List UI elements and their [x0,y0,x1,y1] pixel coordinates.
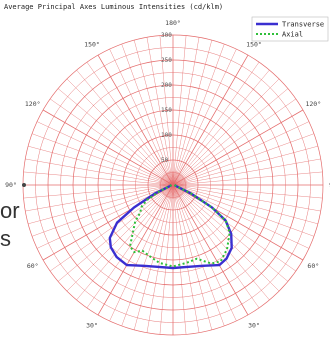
radial-tick-label: 200 [161,82,172,89]
grid-spoke [23,184,174,199]
grid-spoke [172,184,280,292]
grid-spoke [57,88,174,186]
grid-spoke [76,69,174,186]
grid-spoke [66,184,174,292]
grid-spoke [172,184,213,330]
series-line-transverse [108,183,233,270]
angle-label: 60° [307,262,319,270]
radial-tick-label: 300 [161,32,172,39]
grid-spoke [28,184,174,225]
radial-tick-label: 50 [161,157,169,164]
grid-spoke [25,184,174,212]
grid-spoke [121,184,174,327]
grid-spoke [172,184,318,225]
grid-spoke [172,158,321,186]
grid-spoke [28,145,174,186]
grid-spoke [109,48,174,186]
angle-label: 30° [86,321,98,329]
grid-spoke [31,184,174,237]
legend-label-axial: Axial [282,31,303,39]
grid-spoke [172,88,289,186]
grid-spoke [172,184,321,212]
grid-spoke [172,78,280,186]
grid-spoke [172,145,318,186]
angle-label: 60° [27,262,39,270]
series-line-axial [129,184,231,268]
background-text-line-1: or [0,198,20,223]
grid-spoke [172,184,200,333]
grid-spoke [172,48,237,186]
radial-tick-label: 100 [161,132,172,139]
grid-spoke [172,184,315,237]
chart-title: Average Principal Axes Luminous Intensit… [4,3,223,11]
grid-spoke [172,184,249,316]
grid-spoke [172,184,323,199]
angle-label: 150° [84,41,100,49]
grid-spoke [133,184,174,330]
grid-spoke [172,62,260,186]
grid-spoke [172,43,225,186]
angle-label: 150° [246,41,262,49]
grid-spoke [146,37,174,186]
grid-spoke [172,171,323,186]
legend-label-transverse: Transverse [282,21,324,29]
grid-spoke [25,158,174,186]
grid-spoke [109,184,174,322]
grid-spoke [159,184,174,335]
grid-spoke [86,62,174,186]
grid-spoke [172,37,200,186]
grid-spoke [172,121,310,186]
grid-spoke [172,184,225,327]
angle-label: 30° [248,321,260,329]
grid-spoke [159,35,174,186]
grid-spoke [172,184,260,308]
background-bullet [22,183,26,187]
angle-label: 120° [25,100,41,108]
grid-spoke [97,54,174,186]
grid-spoke [172,184,304,261]
grid-spoke [50,184,174,272]
radial-tick-label: 150 [161,107,172,114]
grid-spoke [172,69,270,186]
legend: Transverse Axial [251,16,329,42]
angle-label: 120° [305,100,321,108]
series-curves [108,183,233,270]
grid-spoke [31,133,174,186]
grid-spoke [172,35,187,186]
grid-spoke [36,121,174,186]
grid-spoke [172,109,304,186]
grid-spoke [172,184,270,301]
grid-spoke [121,43,174,186]
grid-core [159,171,187,199]
grid-spoke [172,184,187,335]
grid-spoke [86,184,174,308]
polar-grid [22,34,324,336]
grid-spoke [172,98,296,186]
angle-label: 180° [165,19,181,27]
angle-labels: 180°150°150°120°120°90°90°60°60°30°30° [5,19,330,329]
grid-spoke [172,184,237,322]
angle-label: 90° [5,181,17,189]
grid-spoke [57,184,174,282]
grid-spoke [23,171,174,186]
radial-tick-labels: 50 100 150 200 250 300 [161,32,172,164]
grid-spoke [97,184,174,316]
grid-spoke [50,98,174,186]
grid-spoke [172,184,296,272]
grid-spoke [172,133,315,186]
grid-spoke [76,184,174,301]
grid-spoke [66,78,174,186]
grid-spoke [172,40,213,186]
grid-spoke [172,54,249,186]
grid-spoke [146,184,174,333]
grid-spoke [133,40,174,186]
grid-spoke [42,109,174,186]
radial-tick-label: 250 [161,57,172,64]
background-text-line-2: s [0,226,11,251]
